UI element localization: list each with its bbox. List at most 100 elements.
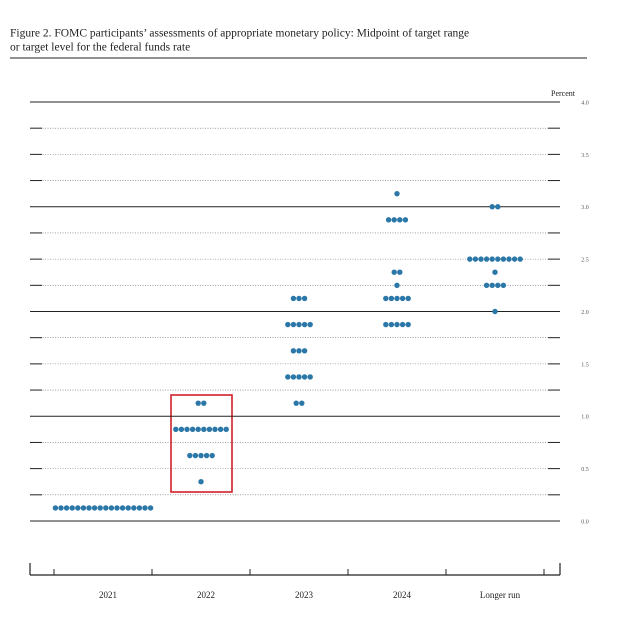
dot [399, 295, 406, 302]
y-tick-label: 1.5 [581, 362, 589, 368]
dot [198, 479, 204, 485]
dot [198, 452, 204, 459]
dot [52, 505, 59, 511]
dot [296, 374, 302, 380]
dot [178, 426, 185, 433]
dot [296, 321, 302, 328]
dot [391, 269, 397, 275]
dot [495, 204, 501, 210]
dot [402, 217, 409, 223]
dot [383, 295, 389, 302]
dot [80, 505, 87, 511]
x-tick-label: 2023 [295, 590, 314, 600]
y-tick-label: 4.0 [581, 100, 589, 106]
dot [397, 269, 403, 275]
dot [293, 400, 299, 406]
dot [301, 295, 308, 302]
chart-subtitle: or target level for the federal funds ra… [10, 42, 190, 54]
dot [307, 374, 313, 380]
dot [147, 505, 154, 511]
dot [86, 505, 92, 511]
y-tick-label: 2.5 [581, 258, 589, 264]
dot [290, 374, 297, 380]
dot [195, 400, 201, 406]
dot [131, 505, 137, 511]
dot [495, 256, 501, 262]
y-tick-label: 3.5 [581, 153, 589, 159]
dot [296, 348, 302, 354]
dot [91, 505, 98, 511]
dot [500, 256, 507, 262]
dot [301, 374, 308, 380]
dot [394, 321, 400, 328]
dot [296, 295, 302, 302]
dot [119, 505, 126, 511]
dot [478, 256, 484, 262]
dot [189, 426, 196, 433]
dot [97, 505, 103, 511]
dot [405, 321, 411, 328]
dot [192, 452, 199, 459]
x-tick-label: 2022 [197, 590, 215, 600]
dot [187, 452, 193, 459]
dot [285, 374, 291, 380]
dot [391, 217, 397, 223]
dot [63, 505, 70, 511]
highlight-box [170, 394, 233, 493]
dot [69, 505, 75, 511]
dot [58, 505, 64, 511]
dot [301, 321, 308, 328]
dot [405, 295, 411, 302]
dot [290, 295, 297, 302]
dot [103, 505, 109, 511]
dot [108, 505, 115, 511]
dot [209, 452, 215, 459]
dot [290, 348, 297, 354]
dot [203, 452, 210, 459]
dot [383, 321, 389, 328]
dot [142, 505, 148, 511]
dot [397, 217, 403, 223]
dot [467, 256, 473, 262]
dot [489, 282, 495, 289]
dot [125, 505, 131, 511]
y-tick-label: 3.0 [581, 205, 589, 211]
dot [495, 282, 501, 289]
dot [299, 400, 305, 406]
dot [394, 190, 400, 197]
dot [394, 282, 400, 289]
dot [517, 256, 523, 262]
dot [307, 321, 313, 328]
y-tick-label: 2.0 [581, 310, 589, 316]
x-tick-label: Longer run [480, 590, 521, 600]
dot [385, 217, 392, 223]
y-tick-label: 1.0 [581, 415, 589, 421]
dot [483, 256, 490, 262]
dot [212, 426, 218, 433]
dot [206, 426, 213, 433]
dot [136, 505, 143, 511]
dot [173, 426, 179, 433]
dot [217, 426, 224, 433]
dot [489, 204, 495, 210]
x-tick-label: 2024 [393, 590, 412, 600]
dot [75, 505, 81, 511]
dot [388, 321, 395, 328]
dot [201, 426, 207, 433]
dot [290, 321, 297, 328]
dot [511, 256, 518, 262]
dot [483, 282, 490, 289]
y-axis-label: Percent [551, 89, 576, 98]
dot [394, 295, 400, 302]
dot [195, 426, 201, 433]
dot [399, 321, 406, 328]
dot [301, 348, 308, 354]
x-tick-label: 2021 [99, 590, 117, 600]
dot [223, 426, 229, 433]
dot [506, 256, 512, 262]
dot [201, 400, 207, 406]
y-tick-label: 0.0 [581, 519, 589, 525]
dot [388, 295, 395, 302]
